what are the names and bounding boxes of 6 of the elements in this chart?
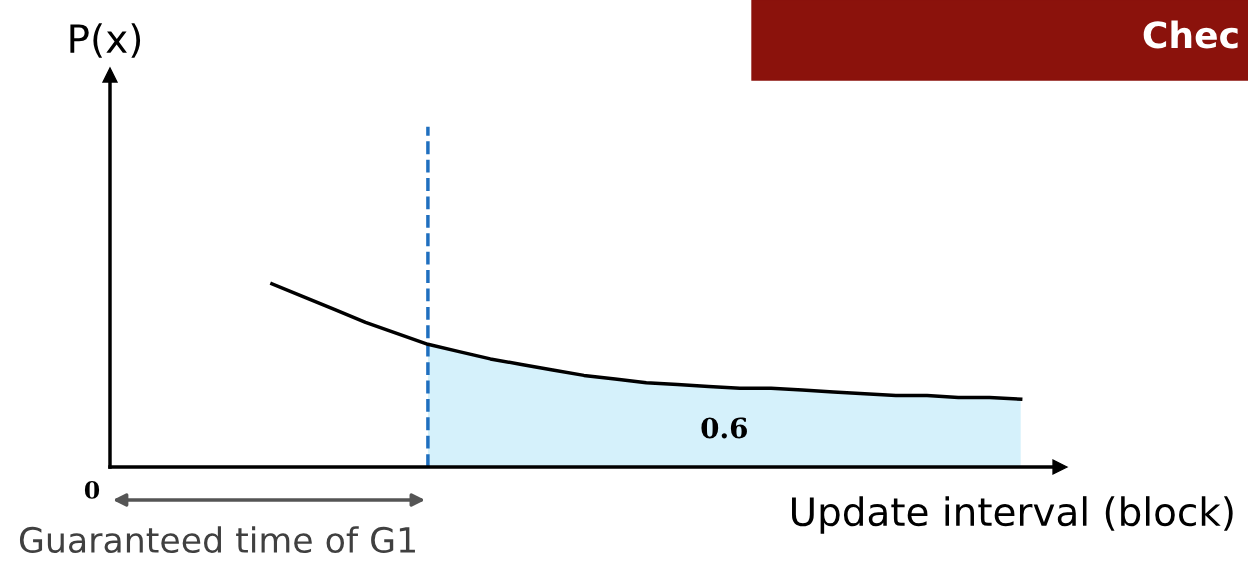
annotation: 0.6	[701, 417, 747, 439]
x-axis-title: Update interval (block)	[792, 496, 1233, 534]
text: 0	[84, 480, 100, 499]
text: P(x)	[70, 23, 141, 58]
text: Guaranteed time of G1	[19, 526, 415, 554]
text: Chec	[1143, 20, 1238, 49]
